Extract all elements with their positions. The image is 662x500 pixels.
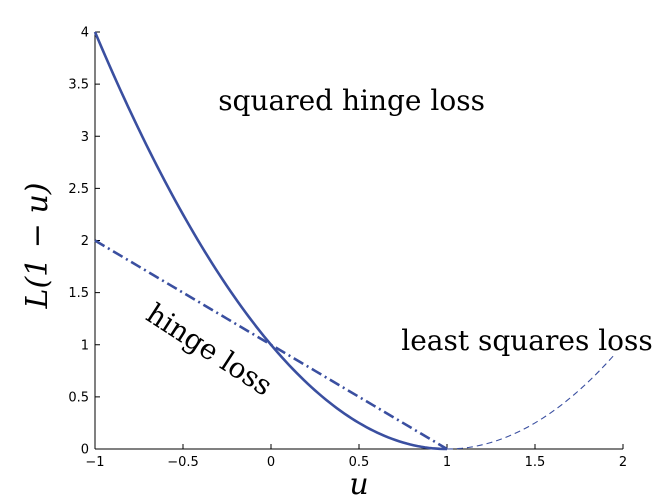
axes: −1 −0.5 0 0.5 1 1.5 2 0 0.5 1 1.5 2 2.5 3 3.5 4 bbox=[68, 26, 627, 471]
y-axis-label: L(1 − u) bbox=[20, 183, 55, 310]
y-tick-label: 0.5 bbox=[68, 390, 89, 405]
x-tick-label: 1.5 bbox=[525, 455, 546, 470]
x-tick-label: 0 bbox=[267, 455, 275, 470]
y-tick-label: 3.5 bbox=[68, 78, 89, 93]
x-axis-label: u bbox=[349, 467, 368, 500]
y-tick-label: 3 bbox=[81, 130, 89, 145]
x-tick-label: −0.5 bbox=[167, 455, 199, 470]
annotation-label: least squares loss bbox=[401, 324, 653, 357]
x-tick-label: 0.5 bbox=[349, 455, 370, 470]
y-tick-label: 1 bbox=[81, 338, 89, 353]
series-line-dashed bbox=[446, 354, 615, 450]
x-tick-label: −1 bbox=[85, 455, 104, 470]
y-tick-label: 0 bbox=[81, 443, 89, 458]
series-group bbox=[93, 31, 615, 451]
y-tick-label: 2 bbox=[81, 234, 89, 249]
x-tick-label: 1 bbox=[443, 455, 451, 470]
series-line-dashdot bbox=[94, 239, 448, 451]
annotation-label: hinge loss bbox=[140, 297, 278, 403]
annotations: squared hinge loss hinge loss least square… bbox=[140, 84, 652, 402]
x-tick-label: 2 bbox=[619, 455, 627, 470]
y-tick-label: 1.5 bbox=[68, 286, 89, 301]
annotation-label: squared hinge loss bbox=[218, 84, 485, 117]
y-tick-label: 4 bbox=[81, 26, 89, 41]
y-tick-label: 2.5 bbox=[68, 182, 89, 197]
